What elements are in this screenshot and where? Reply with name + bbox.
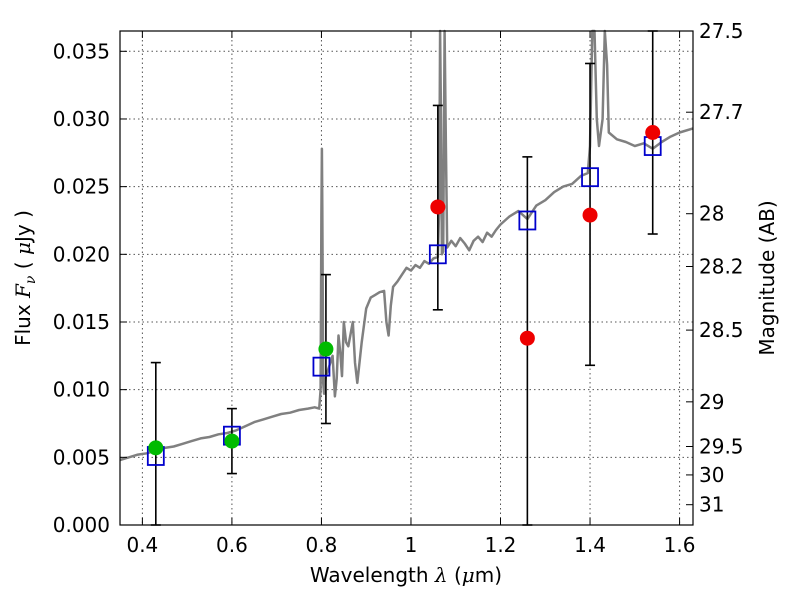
- observed-point-marker: [430, 199, 446, 215]
- y-tick-label: 0.015: [53, 310, 110, 334]
- x-tick-label: 0.8: [306, 533, 338, 557]
- observed-points: [148, 125, 661, 456]
- x-tick-label: 1.6: [664, 533, 696, 557]
- y2-tick-label: 27.7: [699, 100, 744, 124]
- y-tick-label: 0.030: [53, 107, 110, 131]
- axis-ticks: [120, 30, 693, 526]
- model-point-marker: [518, 210, 537, 231]
- error-bars: [150, 30, 658, 526]
- y2-tick-label: 28: [699, 202, 724, 226]
- y2-tick-label: 29.5: [699, 435, 744, 459]
- y-tick-label: 0.020: [53, 242, 110, 266]
- y-tick-label: 0.005: [53, 445, 110, 469]
- y2-axis-title: Magnitude (AB): [755, 200, 779, 355]
- tick-labels: 0.4 0.6 0.8 1 1.2 1.4 1.6 0.000 0.005 0.010 0.015 0…: [53, 19, 744, 557]
- spectrum-layer: [119, 29, 694, 462]
- y-tick-label: 0.035: [53, 39, 110, 63]
- y-axis-title: Flux Fν ( μJy ): [11, 210, 39, 346]
- observed-point-marker: [318, 341, 334, 357]
- observed-point-marker: [582, 207, 598, 223]
- y2-tick-label: 31: [699, 493, 724, 517]
- y-tick-label: 0.010: [53, 378, 110, 402]
- x-tick-label: 0.4: [126, 533, 158, 557]
- x-tick-label: 0.6: [216, 533, 248, 557]
- observed-point-marker: [148, 440, 164, 456]
- y2-tick-label: 28.2: [699, 254, 744, 278]
- model-point-marker: [312, 356, 331, 377]
- x-tick-label: 1.4: [574, 533, 606, 557]
- y2-tick-label: 28.5: [699, 318, 744, 342]
- observed-point-marker: [519, 330, 535, 346]
- model-point-marker: [428, 244, 447, 265]
- model-point-marker: [581, 167, 599, 188]
- x-tick-label: 1: [405, 533, 418, 557]
- y2-tick-label: 30: [699, 463, 724, 487]
- spectrum-line: [119, 29, 694, 462]
- observed-point-marker: [645, 125, 661, 141]
- x-tick-label: 1.2: [485, 533, 517, 557]
- x-axis-title: Wavelength λ (μm): [310, 563, 502, 587]
- y2-tick-label: 27.5: [699, 19, 744, 43]
- plot-frame: [119, 30, 694, 526]
- y-tick-label: 0.000: [53, 513, 110, 537]
- y-tick-label: 0.025: [53, 175, 110, 199]
- y2-tick-label: 29: [699, 390, 724, 414]
- observed-point-marker: [224, 433, 240, 449]
